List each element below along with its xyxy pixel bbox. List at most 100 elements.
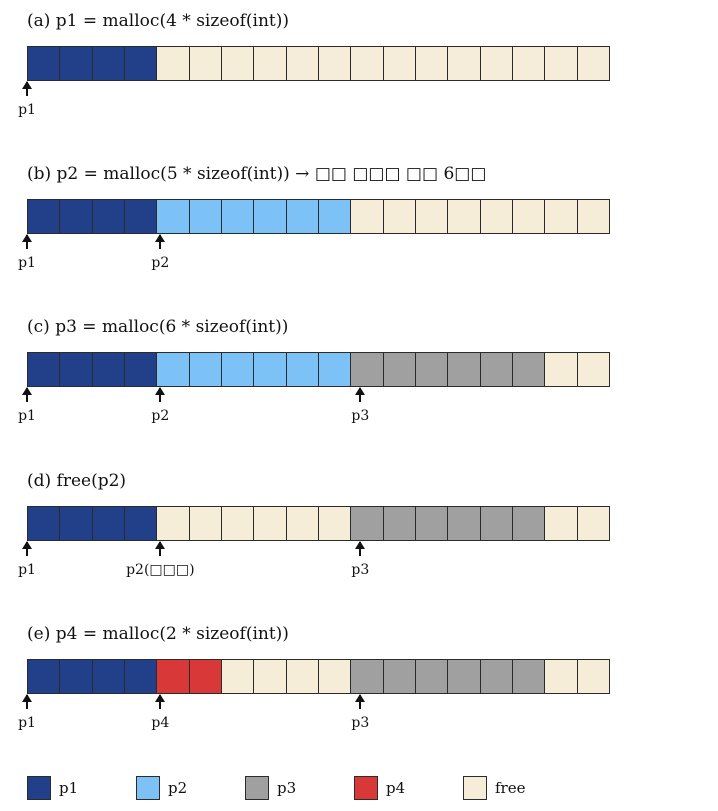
arrow-up-icon	[22, 234, 32, 242]
memory-cell-p2	[285, 352, 319, 387]
arrow-up-icon	[355, 387, 366, 395]
memory-cell-p4	[156, 659, 190, 694]
arrow-up-icon	[355, 694, 366, 702]
memory-blocks	[27, 199, 627, 234]
pointer-label: p2	[151, 255, 170, 271]
memory-cell-p3	[414, 352, 449, 387]
pointer-label: p1	[18, 715, 36, 731]
memory-cell-p3	[511, 506, 546, 541]
memory-cell-p1	[91, 506, 125, 541]
memory-cell-free	[253, 46, 287, 81]
memory-cell-p3	[382, 352, 416, 387]
pointer-label: p1	[18, 408, 36, 424]
memory-cell-p1	[59, 352, 93, 387]
memory-cell-p1	[123, 659, 158, 694]
memory-cell-free	[544, 46, 578, 81]
panel-title: (c) p3 = malloc(6 * sizeof(int))	[27, 317, 289, 337]
panel-b: (b) p2 = malloc(5 * sizeof(int)) → □□ □□…	[0, 163, 718, 313]
memory-cell-free	[479, 199, 513, 234]
pointer-label: p4	[151, 715, 170, 731]
memory-cell-free	[382, 46, 416, 81]
memory-cell-p2	[253, 199, 287, 234]
arrow-shaft	[159, 695, 162, 709]
memory-cell-free	[156, 506, 190, 541]
memory-cell-free	[544, 659, 578, 694]
memory-cell-p3	[350, 506, 384, 541]
panel-e: (e) p4 = malloc(2 * sizeof(int)) p1 p4 p3	[0, 623, 718, 773]
memory-cell-p3	[350, 352, 384, 387]
memory-cell-p1	[59, 659, 93, 694]
pointer-label: p3	[351, 408, 370, 424]
memory-cell-p1	[123, 506, 158, 541]
arrow-shaft	[159, 388, 162, 402]
memory-cell-free	[285, 506, 319, 541]
memory-cell-free	[447, 46, 481, 81]
arrow-shaft	[359, 695, 362, 709]
pointer-label: p1	[18, 102, 36, 118]
memory-cell-p2	[220, 352, 255, 387]
panel-a: (a) p1 = malloc(4 * sizeof(int)) p1	[0, 10, 718, 160]
arrow-shaft	[26, 695, 28, 709]
memory-cell-free	[479, 46, 513, 81]
memory-cell-p2	[220, 199, 255, 234]
memory-cell-p2	[317, 352, 352, 387]
memory-cell-free	[576, 199, 610, 234]
memory-cell-free	[350, 46, 384, 81]
legend-swatch	[463, 776, 487, 800]
memory-cell-p3	[447, 506, 481, 541]
memory-cell-free	[188, 506, 222, 541]
memory-cell-p1	[59, 46, 93, 81]
memory-cell-p1	[59, 506, 93, 541]
memory-cell-free	[544, 506, 578, 541]
arrow-shaft	[26, 235, 28, 249]
memory-cell-p3	[479, 352, 513, 387]
memory-cell-p3	[479, 659, 513, 694]
arrow-shaft	[159, 542, 162, 556]
memory-cell-p3	[511, 352, 546, 387]
panel-title: (a) p1 = malloc(4 * sizeof(int))	[27, 11, 290, 31]
arrow-up-icon	[355, 541, 366, 549]
legend-label: p3	[277, 779, 297, 797]
memory-blocks	[27, 46, 627, 81]
memory-cell-p2	[253, 352, 287, 387]
memory-cell-p3	[414, 506, 449, 541]
pointer-label: p2	[151, 408, 170, 424]
memory-cell-free	[544, 199, 578, 234]
arrow-up-icon	[155, 541, 166, 549]
pointer-label: p1	[18, 255, 36, 271]
arrow-up-icon	[22, 541, 32, 549]
legend-item-p2: p2	[136, 776, 187, 800]
arrow-up-icon	[22, 387, 32, 395]
arrow-up-icon	[155, 234, 166, 242]
memory-cell-p3	[414, 659, 449, 694]
memory-cell-free	[220, 46, 255, 81]
panel-title: (b) p2 = malloc(5 * sizeof(int)) → □□ □□…	[27, 164, 487, 184]
memory-cell-free	[414, 46, 449, 81]
memory-cell-p1	[27, 46, 61, 81]
panel-title: (d) free(p2)	[27, 471, 127, 491]
legend-label: p2	[168, 779, 188, 797]
memory-cell-free	[317, 506, 352, 541]
panel-c: (c) p3 = malloc(6 * sizeof(int)) p1 p2 p3	[0, 316, 718, 466]
memory-cell-free	[576, 659, 610, 694]
memory-cell-p3	[447, 352, 481, 387]
memory-cell-free	[317, 659, 352, 694]
memory-cell-free	[511, 46, 546, 81]
memory-cell-p3	[479, 506, 513, 541]
memory-cell-p3	[382, 506, 416, 541]
arrow-up-icon	[155, 694, 166, 702]
memory-cell-free	[447, 199, 481, 234]
memory-cell-free	[285, 659, 319, 694]
memory-cell-p2	[188, 199, 222, 234]
memory-cell-free	[317, 46, 352, 81]
legend-swatch	[354, 776, 378, 800]
memory-cell-free	[220, 506, 255, 541]
memory-cell-p1	[27, 506, 61, 541]
memory-cell-free	[253, 506, 287, 541]
memory-cell-p3	[511, 659, 546, 694]
arrow-shaft	[26, 388, 28, 402]
memory-cell-p1	[59, 199, 93, 234]
memory-cell-p1	[91, 199, 125, 234]
pointer-label: p2(□□□)	[126, 562, 195, 578]
arrow-up-icon	[22, 81, 32, 89]
